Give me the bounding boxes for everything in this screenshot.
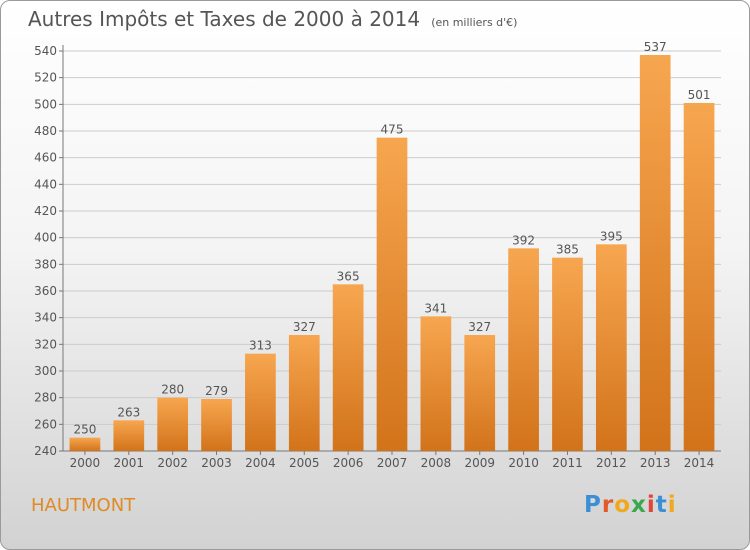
- y-tick-label: 380: [34, 257, 57, 271]
- bar-2003: [201, 399, 232, 451]
- brand-logo-letter: P: [584, 492, 602, 518]
- y-tick-label: 320: [34, 337, 57, 351]
- bar-2001: [113, 420, 145, 451]
- brand-logo-letter: x: [631, 492, 647, 518]
- x-tick-label: 2001: [114, 456, 145, 470]
- chart-title-block: Autres Impôts et Taxes de 2000 à 2014 (e…: [28, 7, 517, 31]
- data-label-2012: 395: [600, 229, 623, 243]
- bar-2005: [288, 335, 320, 451]
- y-tick-label: 260: [34, 417, 57, 431]
- x-tick-label: 2004: [245, 456, 276, 470]
- brand-logo-letter: r: [601, 492, 615, 518]
- brand-logo-letter: t: [655, 492, 668, 518]
- bar-2012: [595, 244, 627, 451]
- x-tick-label: 2011: [552, 456, 583, 470]
- chart-title: Autres Impôts et Taxes de 2000 à 2014: [28, 7, 421, 31]
- x-tick-label: 2013: [640, 456, 671, 470]
- data-label-2003: 279: [205, 384, 228, 398]
- data-label-2014: 501: [688, 88, 711, 102]
- data-label-2009: 327: [468, 320, 491, 334]
- data-label-2010: 392: [512, 233, 535, 247]
- data-label-2002: 280: [161, 383, 184, 397]
- axes: 240 260 280 300 320 340 360 380 400 420 440 460 480 5…: [34, 44, 721, 470]
- y-tick-label: 420: [34, 204, 57, 218]
- chart-unit-note: (en milliers d'€): [431, 16, 518, 29]
- brand-logo-letter: i: [667, 492, 677, 518]
- data-label-2001: 263: [117, 405, 140, 419]
- x-tick-label: 2012: [596, 456, 627, 470]
- brand-logo-letter: o: [614, 492, 632, 518]
- x-tick-label: 2009: [464, 456, 495, 470]
- bar-2013: [639, 55, 671, 451]
- brand-logo: Proxiti: [584, 492, 677, 518]
- y-tick-label: 520: [34, 71, 57, 85]
- bar-2000: [69, 437, 101, 451]
- x-tick-label: 2008: [421, 456, 452, 470]
- bar-2010: [508, 248, 539, 451]
- x-tick-label: 2014: [684, 456, 715, 470]
- y-tick-label: 500: [34, 97, 57, 111]
- x-tick-label: 2003: [201, 456, 232, 470]
- bar-2004: [245, 353, 276, 451]
- y-tick-label: 360: [34, 284, 57, 298]
- data-labels: 250 263 280 279 313 327 365 475 341 327 392 385 395 5…: [73, 40, 710, 437]
- data-label-2008: 341: [424, 301, 447, 315]
- data-label-2004: 313: [249, 339, 272, 353]
- city-name: HAUTMONT: [31, 495, 136, 516]
- y-tick-label: 280: [34, 391, 57, 405]
- data-label-2005: 327: [293, 320, 316, 334]
- bar-2007: [376, 137, 408, 451]
- bars: [69, 55, 715, 451]
- x-tick-label: 2007: [377, 456, 408, 470]
- x-tick-label: 2005: [289, 456, 320, 470]
- x-tick-label: 2000: [70, 456, 101, 470]
- data-label-2000: 250: [73, 423, 96, 437]
- bar-2006: [332, 284, 364, 451]
- x-tick-label: 2010: [508, 456, 539, 470]
- brand-logo-letter: i: [646, 492, 656, 518]
- bar-2011: [552, 257, 583, 451]
- y-tick-label: 460: [34, 151, 57, 165]
- y-tick-label: 480: [34, 124, 57, 138]
- data-label-2006: 365: [337, 269, 360, 283]
- x-tick-label: 2002: [157, 456, 188, 470]
- bar-2002: [157, 397, 189, 451]
- bar-2008: [420, 316, 452, 451]
- x-tick-label: 2006: [333, 456, 364, 470]
- y-tick-label: 340: [34, 311, 57, 325]
- data-label-2013: 537: [644, 40, 667, 54]
- y-tick-label: 400: [34, 231, 57, 245]
- data-label-2011: 385: [556, 243, 579, 257]
- y-tick-label: 240: [34, 444, 57, 458]
- bar-2014: [683, 103, 715, 451]
- data-label-2007: 475: [381, 123, 404, 137]
- y-tick-label: 540: [34, 44, 57, 58]
- y-tick-label: 300: [34, 364, 57, 378]
- bar-2009: [464, 335, 496, 451]
- y-tick-label: 440: [34, 177, 57, 191]
